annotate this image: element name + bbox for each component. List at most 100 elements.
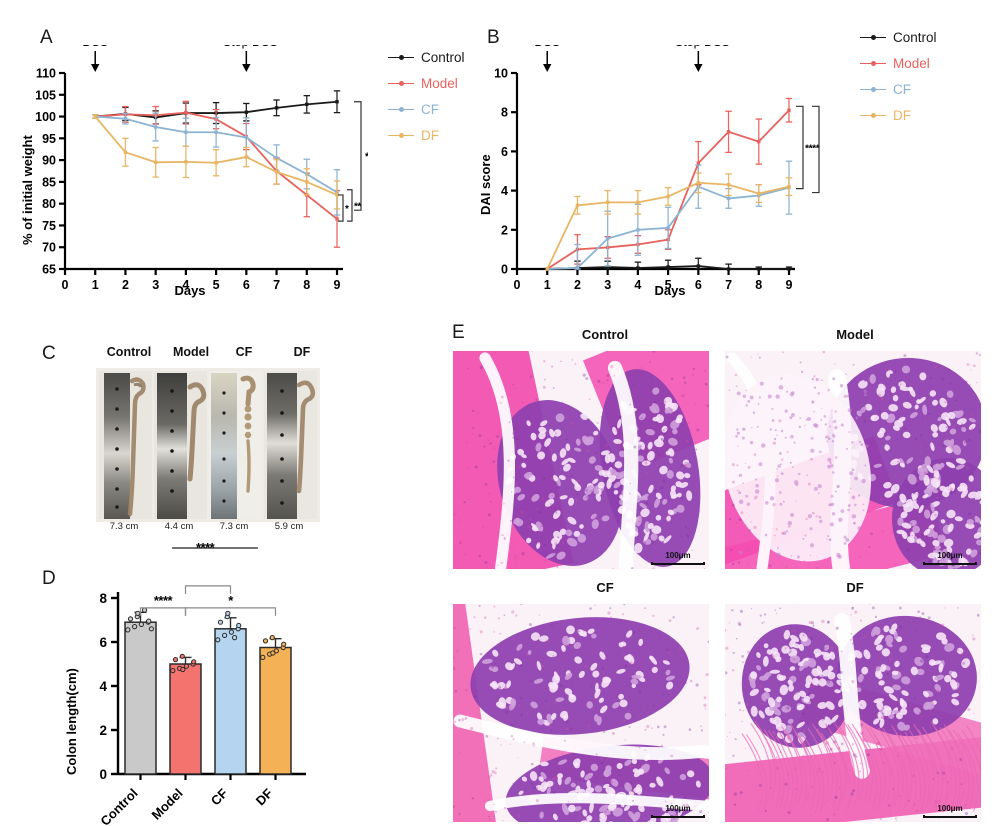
svg-text:100: 100: [35, 110, 56, 124]
svg-text:4: 4: [182, 278, 189, 292]
svg-text:110: 110: [36, 67, 56, 81]
legend-label-model: Model: [421, 75, 458, 91]
scale-bar-cf: 100μm: [651, 804, 705, 818]
legend-label-df: DF: [893, 107, 911, 123]
panel-d-xtick-model: Model: [148, 786, 185, 823]
panel-c-header-cf: CF: [235, 345, 253, 359]
panel-e-image-model: 100μm: [722, 348, 984, 572]
svg-text:105: 105: [35, 88, 56, 102]
svg-text:Stop DSS: Stop DSS: [223, 45, 278, 49]
panel-e-title-model: Model: [836, 327, 874, 342]
svg-text:75: 75: [42, 219, 56, 233]
svg-text:2: 2: [574, 278, 581, 292]
panel-e-title-df: DF: [846, 580, 864, 595]
legend-item-control-b: Control: [860, 24, 937, 50]
panel-letter-c: C: [42, 343, 56, 364]
colon-photo-df-svg: [264, 371, 317, 519]
panel-b-legend: Control Model CF DF: [860, 24, 937, 128]
colon-photo-cf: [209, 371, 262, 519]
legend-line-swatch-cf-icon: [388, 104, 414, 115]
svg-text:9: 9: [786, 278, 793, 292]
scale-bar-model: 100μm: [923, 551, 977, 565]
legend-item-model: Model: [388, 70, 465, 96]
panel-e-title-control: Control: [581, 327, 629, 342]
svg-text:2: 2: [501, 223, 508, 237]
svg-text:****: ****: [365, 151, 368, 163]
colon-photo-df: [264, 371, 317, 519]
svg-text:2: 2: [122, 278, 129, 292]
svg-text:1: 1: [544, 278, 551, 292]
legend-item-model-b: Model: [860, 50, 937, 76]
panel-c-measure-cf: 7.3 cm: [219, 521, 249, 532]
scale-bar-label: 100μm: [665, 551, 691, 561]
svg-text:0: 0: [99, 767, 107, 782]
colon-photo-control-svg: [99, 371, 152, 519]
svg-text:8: 8: [303, 278, 310, 292]
panel-letter-a: A: [40, 27, 53, 48]
svg-text:0: 0: [62, 278, 69, 292]
svg-text:****: ****: [805, 142, 820, 154]
panel-letter-b: B: [487, 27, 500, 48]
svg-text:6: 6: [243, 278, 250, 292]
panel-a-xlabel: Days: [174, 283, 206, 298]
histology-render: [450, 348, 712, 572]
svg-text:9: 9: [334, 278, 341, 292]
legend-label-cf: CF: [421, 101, 439, 117]
scale-bar-label: 100μm: [937, 804, 963, 814]
panel-a-svg: 65 70 75 80 85 90 95 100 105 110 0 1 2 3 4 5 6 7 8 9 DSS Stop…: [35, 45, 368, 292]
panel-c-header-control: Control: [106, 345, 152, 359]
svg-text:7: 7: [273, 278, 280, 292]
panel-d-bar-chart: 0 2 4 6 8 Control Model CF DF **** *: [62, 556, 322, 826]
panel-d-ylabel: Colon length(cm): [64, 668, 79, 775]
svg-text:DSS: DSS: [534, 45, 560, 49]
svg-text:0: 0: [514, 278, 521, 292]
svg-text:2: 2: [99, 723, 107, 738]
colon-photo-cf-svg: [209, 371, 262, 519]
panel-c-header-df: DF: [293, 345, 311, 359]
panel-b-svg: 02468100123456789DSSStop DSS************: [494, 45, 820, 292]
scale-bar-line-icon: [923, 562, 977, 565]
svg-text:Stop DSS: Stop DSS: [675, 45, 730, 49]
svg-text:70: 70: [42, 241, 56, 255]
svg-text:90: 90: [42, 154, 56, 168]
scale-bar-line-icon: [923, 815, 977, 818]
scale-bar-label: 100μm: [937, 551, 963, 561]
legend-item-cf-b: CF: [860, 76, 937, 102]
scale-bar-label: 100μm: [665, 804, 691, 814]
svg-text:8: 8: [501, 106, 508, 120]
svg-text:80: 80: [42, 197, 56, 211]
svg-text:3: 3: [152, 278, 159, 292]
legend-item-cf: CF: [388, 96, 465, 122]
legend-label-model: Model: [893, 55, 930, 71]
panel-letter-e: E: [452, 322, 465, 343]
svg-text:65: 65: [42, 263, 56, 277]
svg-text:1: 1: [92, 278, 99, 292]
svg-text:3: 3: [604, 278, 611, 292]
legend-line-swatch-df-icon: [388, 130, 414, 141]
svg-text:*: *: [345, 204, 349, 215]
scale-bar-control: 100μm: [651, 551, 705, 565]
panel-c-measure-control: 7.3 cm: [109, 521, 139, 532]
panel-c-significance-bracket: [172, 547, 258, 549]
svg-text:8: 8: [755, 278, 762, 292]
svg-text:7: 7: [725, 278, 732, 292]
panel-c-significance-stars: ****: [196, 540, 215, 555]
panel-c-measure-model: 4.4 cm: [164, 521, 194, 532]
svg-text:6: 6: [501, 145, 508, 159]
svg-text:DSS: DSS: [82, 45, 108, 49]
legend-label-cf: CF: [893, 81, 911, 97]
histology-render: [722, 601, 984, 825]
legend-item-df: DF: [388, 122, 465, 148]
panel-e-image-control: 100μm: [450, 348, 712, 572]
svg-text:4: 4: [99, 679, 107, 694]
legend-line-swatch-control-icon: [388, 52, 414, 63]
legend-label-df: DF: [421, 127, 439, 143]
panel-b-ylabel: DAI score: [478, 154, 493, 215]
svg-text:5: 5: [665, 278, 672, 292]
svg-text:6: 6: [695, 278, 702, 292]
colon-photo-model: [154, 371, 207, 519]
panel-c-measure-df: 5.9 cm: [274, 521, 304, 532]
svg-text:10: 10: [494, 67, 508, 81]
